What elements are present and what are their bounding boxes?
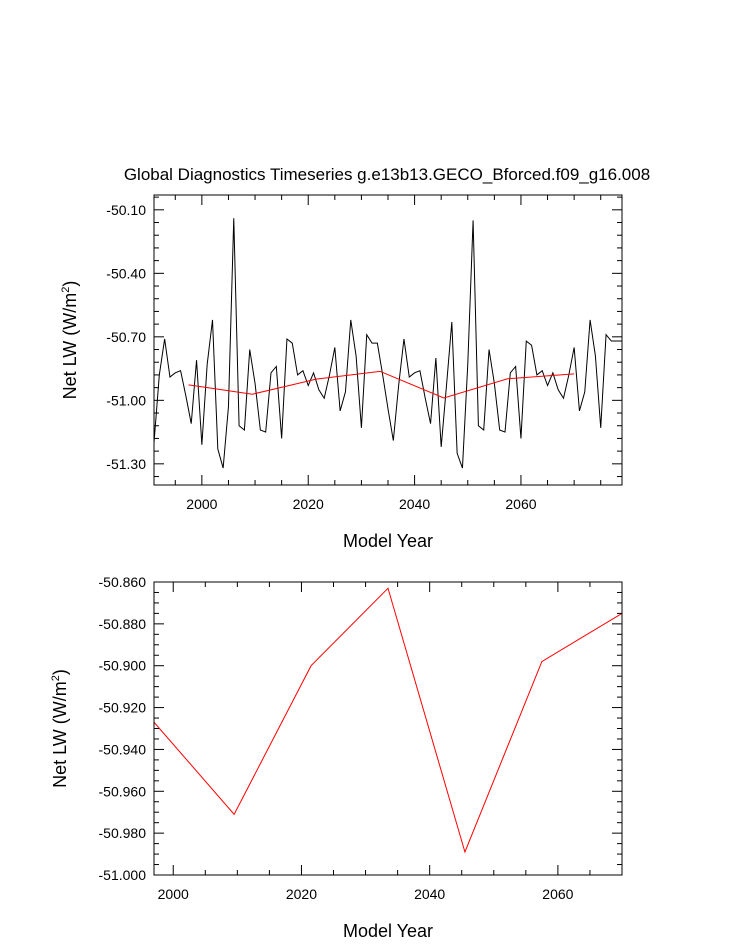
series-line-annual xyxy=(154,218,622,469)
plot-frame xyxy=(153,194,623,486)
y-tick-label: -50.70 xyxy=(106,329,146,345)
y-tick-label: -50.40 xyxy=(106,265,146,281)
y-axis-label-main: Net LW (W/m xyxy=(60,293,80,400)
y-axis-label-close: ) xyxy=(50,669,70,675)
bottom-panel: 2000 2020 2040 2060 -51.000 -50.980 -50.960 -50… xyxy=(50,574,623,941)
x-tick-label: 2040 xyxy=(414,886,445,902)
y-tick-label: -51.30 xyxy=(106,456,146,472)
y-tick-label: -50.900 xyxy=(99,658,147,674)
y-axis-label-main: Net LW (W/m xyxy=(50,681,70,788)
series-group xyxy=(154,587,622,854)
y-tick-label: -50.980 xyxy=(99,825,147,841)
top-panel: 2000 2020 2040 2060 -51.30 -51.00 -50.70 -50.40… xyxy=(60,194,623,551)
y-axis-label-close: ) xyxy=(60,281,80,287)
y-axis-label-superscript: 2 xyxy=(50,675,62,681)
x-tick-label: 2020 xyxy=(293,496,324,512)
chart-title: Global Diagnostics Timeseries g.e13b13.G… xyxy=(124,165,650,184)
y-tick-label: -51.000 xyxy=(99,867,147,883)
y-tick-label: -50.880 xyxy=(99,616,147,632)
x-tick-label: 2000 xyxy=(186,496,217,512)
x-tick-label: 2020 xyxy=(286,886,317,902)
y-axis-label: Net LW (W/m2) xyxy=(50,669,70,788)
y-axis-label: Net LW (W/m2) xyxy=(60,281,80,400)
x-tick-label: 2060 xyxy=(505,496,536,512)
series-group xyxy=(154,218,622,469)
series-line-smoothed xyxy=(154,587,622,854)
y-tick-label: -50.920 xyxy=(99,700,147,716)
plot-frame xyxy=(153,581,623,876)
y-tick-label: -50.940 xyxy=(99,741,147,757)
x-tick-label: 2060 xyxy=(542,886,573,902)
series-line-smoothed xyxy=(188,370,575,399)
x-axis-label: Model Year xyxy=(343,921,433,941)
y-tick-label: -50.10 xyxy=(106,202,146,218)
y-tick-label: -50.960 xyxy=(99,783,147,799)
y-tick-label: -51.00 xyxy=(106,392,146,408)
x-axis-label: Model Year xyxy=(343,531,433,551)
x-tick-label: 2040 xyxy=(399,496,430,512)
y-tick-label: -50.860 xyxy=(99,574,147,590)
y-axis-label-superscript: 2 xyxy=(60,287,72,293)
x-tick-label: 2000 xyxy=(158,886,189,902)
